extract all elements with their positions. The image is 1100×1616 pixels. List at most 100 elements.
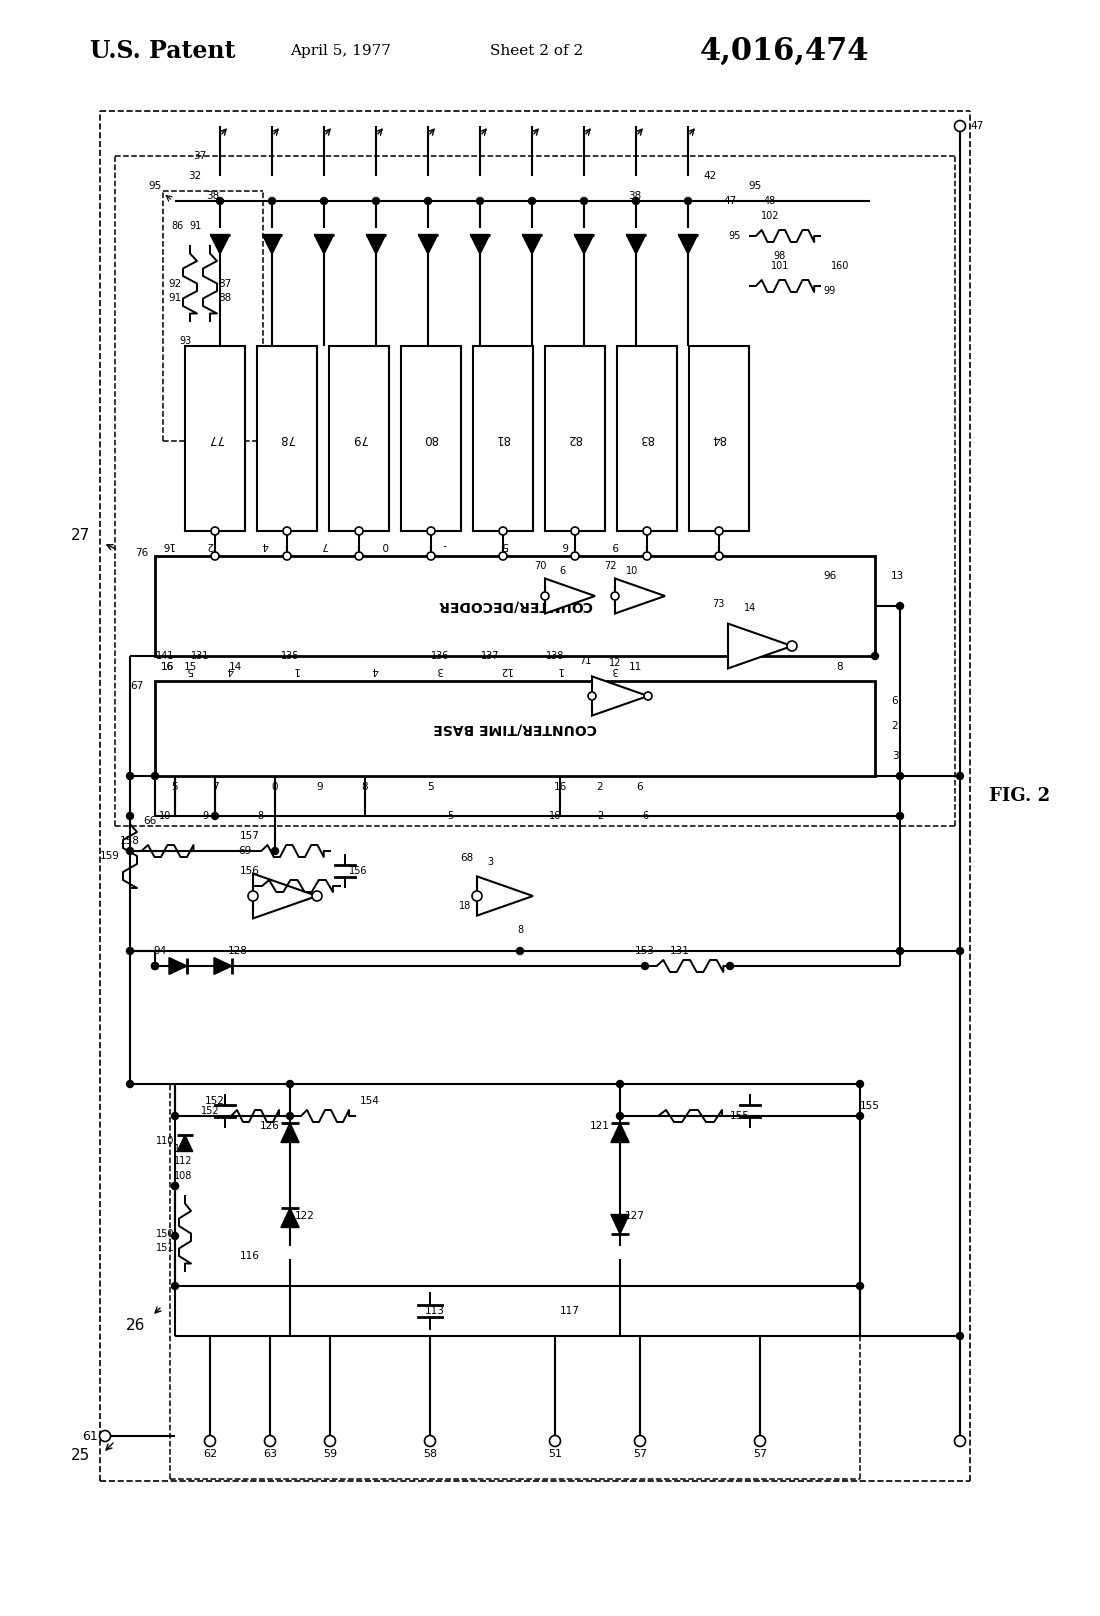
Circle shape bbox=[499, 527, 507, 535]
Circle shape bbox=[755, 1435, 766, 1446]
Text: 61: 61 bbox=[82, 1430, 98, 1443]
Text: 10: 10 bbox=[626, 566, 638, 575]
Text: 101: 101 bbox=[771, 262, 789, 271]
Text: 121: 121 bbox=[590, 1122, 609, 1131]
Text: 131: 131 bbox=[190, 651, 209, 661]
Text: 91: 91 bbox=[189, 221, 201, 231]
Text: 4: 4 bbox=[262, 540, 268, 549]
Text: 9: 9 bbox=[612, 540, 618, 549]
Text: 13: 13 bbox=[890, 570, 903, 582]
Circle shape bbox=[126, 847, 133, 855]
Text: April 5, 1977: April 5, 1977 bbox=[290, 44, 390, 58]
Polygon shape bbox=[477, 876, 534, 916]
Text: 159: 159 bbox=[100, 852, 120, 861]
Text: 95: 95 bbox=[729, 231, 741, 241]
Text: 3: 3 bbox=[612, 666, 618, 675]
Polygon shape bbox=[262, 234, 282, 254]
Circle shape bbox=[425, 1435, 436, 1446]
Polygon shape bbox=[280, 1123, 299, 1143]
Text: 99: 99 bbox=[824, 286, 836, 296]
Circle shape bbox=[896, 603, 903, 609]
Circle shape bbox=[635, 1435, 646, 1446]
Text: 51: 51 bbox=[548, 1450, 562, 1459]
Text: 12: 12 bbox=[498, 666, 512, 675]
Text: 155: 155 bbox=[730, 1112, 750, 1122]
Circle shape bbox=[610, 591, 619, 600]
Text: 68: 68 bbox=[461, 853, 474, 863]
Text: 98: 98 bbox=[774, 250, 786, 262]
Circle shape bbox=[283, 553, 292, 561]
Circle shape bbox=[644, 692, 652, 700]
Polygon shape bbox=[214, 958, 232, 974]
Bar bbox=[473, 346, 534, 532]
Text: 5: 5 bbox=[447, 811, 453, 821]
Text: 154: 154 bbox=[360, 1096, 379, 1105]
Polygon shape bbox=[610, 1215, 629, 1235]
Circle shape bbox=[283, 527, 292, 535]
Text: -: - bbox=[443, 540, 447, 549]
Bar bbox=[257, 346, 317, 532]
Circle shape bbox=[955, 1435, 966, 1446]
Text: 127: 127 bbox=[625, 1210, 645, 1222]
Circle shape bbox=[957, 1333, 964, 1340]
Circle shape bbox=[172, 1283, 178, 1290]
Text: 126: 126 bbox=[260, 1122, 279, 1131]
Text: 80: 80 bbox=[424, 431, 439, 444]
Circle shape bbox=[616, 1081, 624, 1088]
Text: 26: 26 bbox=[125, 1319, 145, 1333]
Text: 16: 16 bbox=[161, 663, 174, 672]
Circle shape bbox=[715, 527, 723, 535]
Text: 58: 58 bbox=[422, 1450, 437, 1459]
Bar bbox=[155, 556, 874, 656]
Bar bbox=[402, 346, 461, 532]
Text: 47: 47 bbox=[970, 121, 983, 131]
Text: 87: 87 bbox=[219, 280, 232, 289]
Text: 37: 37 bbox=[194, 150, 207, 162]
Text: 3: 3 bbox=[892, 751, 899, 761]
Polygon shape bbox=[418, 234, 438, 254]
Text: 152: 152 bbox=[205, 1096, 224, 1105]
Text: 67: 67 bbox=[131, 680, 144, 692]
Text: 11: 11 bbox=[628, 663, 641, 672]
Text: 16: 16 bbox=[161, 540, 174, 549]
Circle shape bbox=[581, 197, 587, 205]
Text: 86: 86 bbox=[172, 221, 184, 231]
Circle shape bbox=[871, 653, 879, 659]
Circle shape bbox=[152, 772, 158, 779]
Polygon shape bbox=[253, 874, 317, 918]
Text: 156: 156 bbox=[240, 866, 260, 876]
Text: 95: 95 bbox=[748, 181, 761, 191]
Text: 5: 5 bbox=[172, 782, 178, 792]
Text: 14: 14 bbox=[744, 603, 756, 612]
Text: 8: 8 bbox=[517, 924, 524, 936]
Bar bbox=[544, 346, 605, 532]
Text: 11: 11 bbox=[613, 692, 627, 701]
Text: 38: 38 bbox=[628, 191, 641, 200]
Text: 42: 42 bbox=[703, 171, 716, 181]
Text: 92: 92 bbox=[168, 280, 182, 289]
Text: 0: 0 bbox=[382, 540, 388, 549]
Text: 15: 15 bbox=[184, 663, 197, 672]
Circle shape bbox=[550, 1435, 561, 1446]
Circle shape bbox=[355, 553, 363, 561]
Text: 27: 27 bbox=[70, 528, 90, 543]
Text: 66: 66 bbox=[143, 816, 156, 826]
Text: 153: 153 bbox=[635, 945, 654, 957]
Text: 112: 112 bbox=[174, 1155, 192, 1167]
Text: 82: 82 bbox=[568, 431, 582, 444]
Text: 12: 12 bbox=[608, 658, 622, 667]
Circle shape bbox=[286, 1081, 294, 1088]
Circle shape bbox=[264, 1435, 275, 1446]
Circle shape bbox=[320, 197, 328, 205]
Circle shape bbox=[896, 813, 903, 819]
Circle shape bbox=[427, 553, 434, 561]
Text: 6: 6 bbox=[642, 811, 648, 821]
Text: 91: 91 bbox=[168, 292, 182, 304]
Circle shape bbox=[126, 813, 133, 819]
Text: 0: 0 bbox=[272, 782, 278, 792]
Circle shape bbox=[427, 527, 434, 535]
Text: 96: 96 bbox=[824, 570, 837, 582]
Text: 113: 113 bbox=[425, 1306, 444, 1315]
Circle shape bbox=[499, 553, 507, 561]
Text: 1: 1 bbox=[557, 666, 563, 675]
